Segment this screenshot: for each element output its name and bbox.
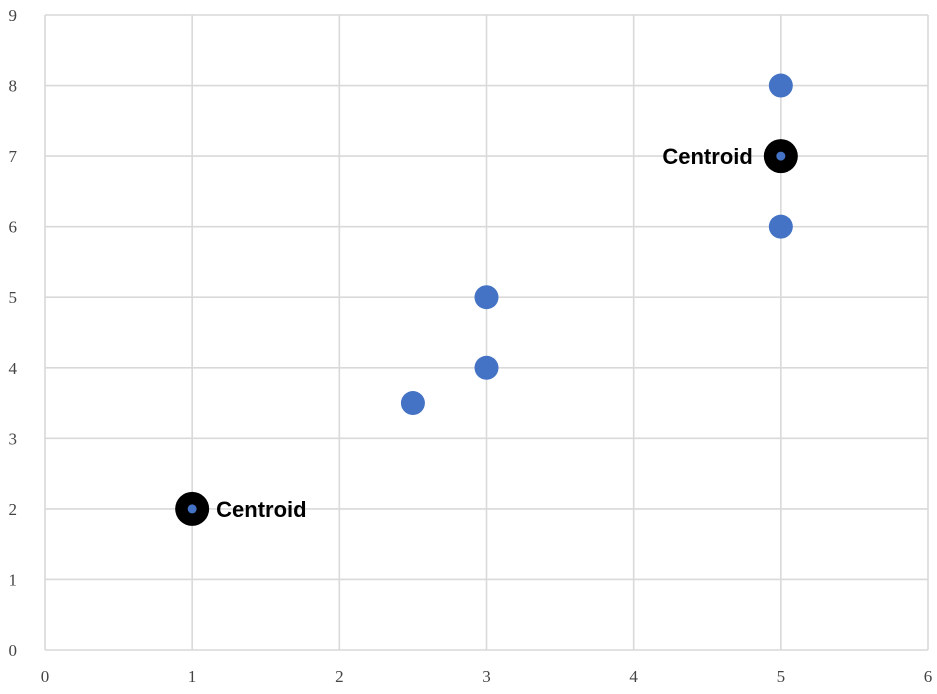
y-tick-label: 7: [9, 147, 18, 166]
x-tick-label: 3: [482, 667, 491, 686]
data-point: [768, 214, 793, 239]
centroid-label: Centroid: [216, 497, 306, 522]
x-tick-label: 1: [188, 667, 197, 686]
y-tick-label: 9: [9, 6, 18, 25]
y-tick-label: 5: [9, 288, 18, 307]
y-tick-label: 0: [9, 641, 18, 660]
x-tick-label: 5: [777, 667, 786, 686]
data-points: [400, 73, 793, 416]
data-point: [474, 355, 499, 380]
y-tick-label: 4: [9, 359, 18, 378]
centroid-center-dot: [187, 504, 197, 514]
data-point: [400, 391, 425, 416]
y-tick-label: 8: [9, 77, 18, 96]
y-tick-label: 6: [9, 218, 18, 237]
tick-labels: 0 1 2 3 4 5 6 0 1 2 3 4 5 6 7 8 9: [9, 6, 933, 686]
centroid-label: Centroid: [662, 144, 752, 169]
data-point: [474, 285, 499, 310]
centroid-annotations: Centroid Centroid: [175, 139, 798, 526]
x-tick-label: 0: [41, 667, 50, 686]
y-tick-label: 3: [9, 429, 18, 448]
y-tick-label: 2: [9, 500, 18, 519]
x-tick-label: 4: [629, 667, 638, 686]
data-point: [768, 73, 793, 98]
centroid-center-dot: [776, 151, 786, 161]
grid-lines: [44, 14, 929, 651]
x-tick-label: 6: [924, 667, 933, 686]
x-tick-label: 2: [335, 667, 344, 686]
y-tick-label: 1: [9, 570, 18, 589]
